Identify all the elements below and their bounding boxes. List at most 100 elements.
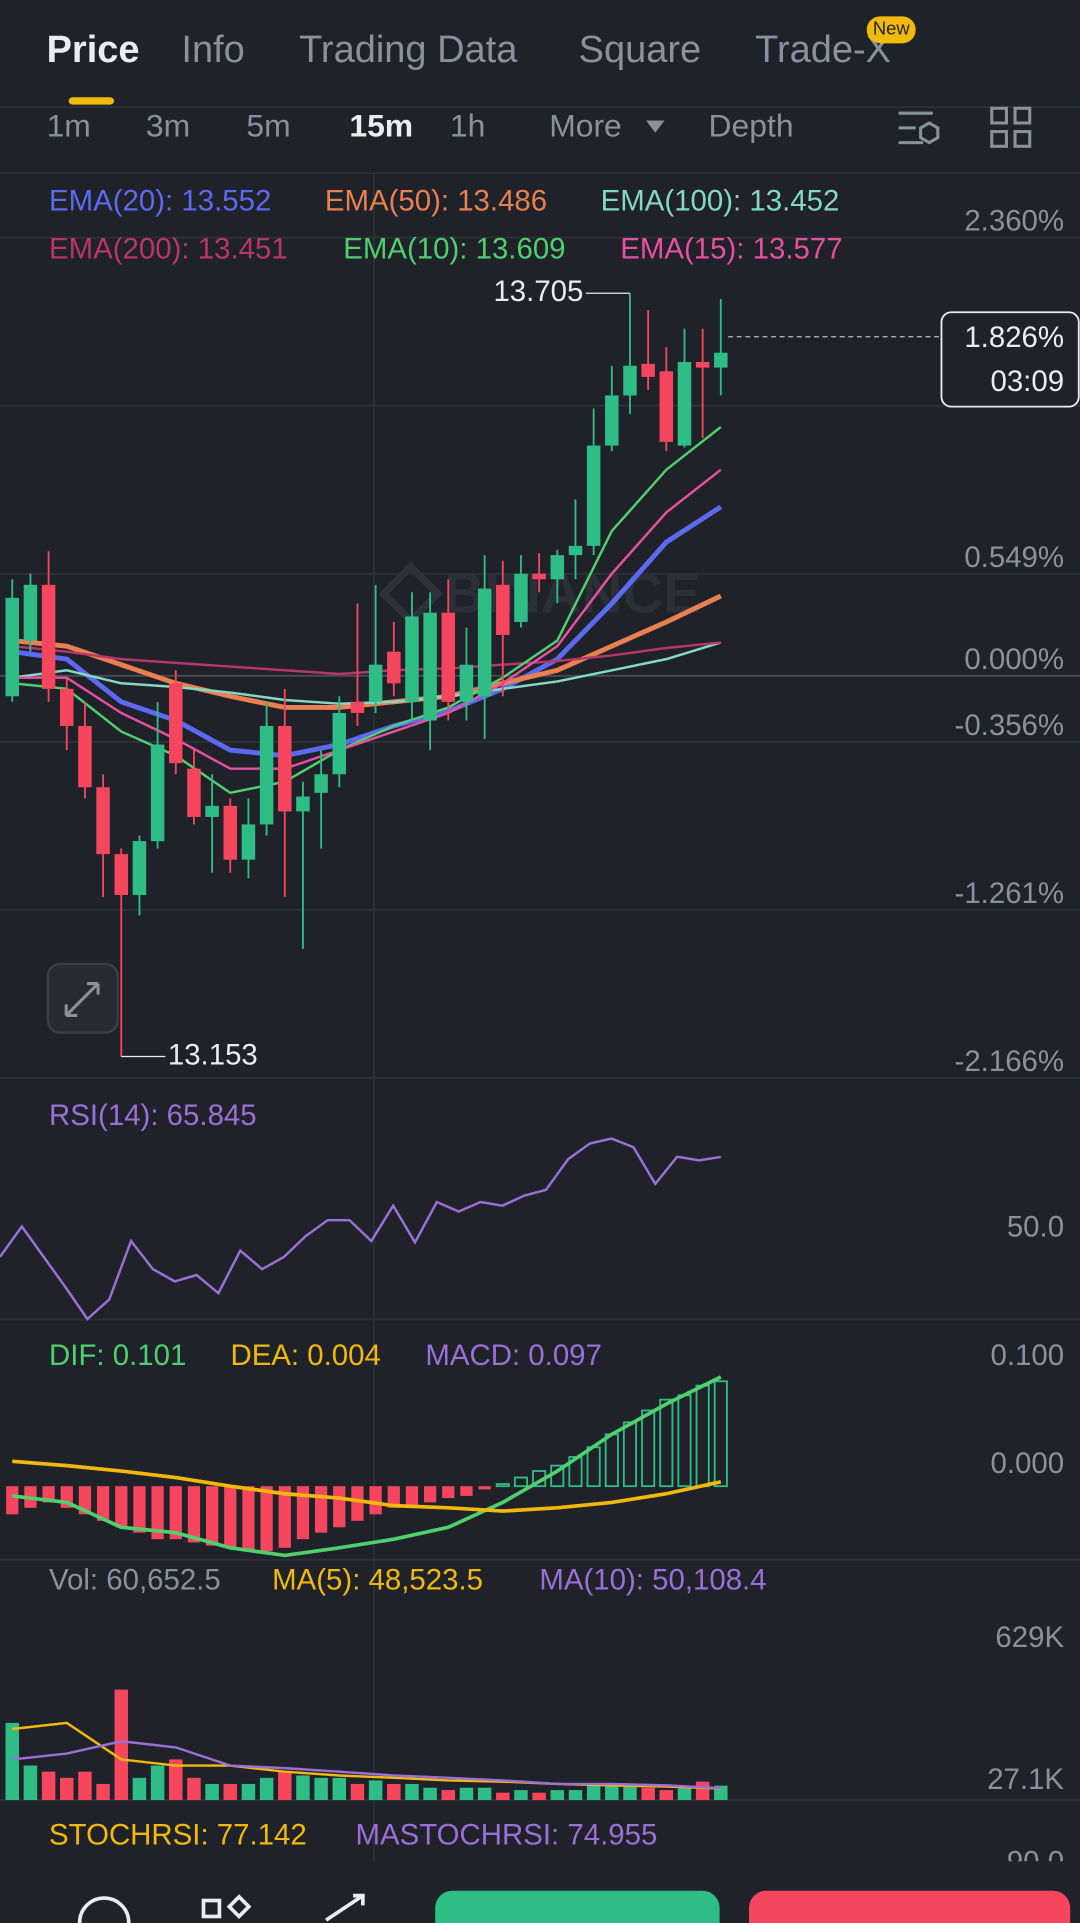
buy-button[interactable] [435, 1890, 720, 1923]
macd-bar [641, 1409, 656, 1488]
volume-bar [387, 1783, 401, 1801]
candle-body [23, 584, 38, 641]
interval[interactable]: More [549, 107, 622, 143]
tab[interactable]: Square [579, 29, 702, 71]
candle-body [241, 824, 256, 860]
ema-line [12, 468, 722, 770]
volume-bar [550, 1790, 565, 1801]
macd-bar [224, 1486, 237, 1548]
volume-bar [60, 1777, 74, 1801]
volume-bar [278, 1771, 292, 1801]
macd-legend: DIF: 0.101 [49, 1339, 186, 1372]
volume-bar [677, 1787, 692, 1801]
badge [866, 16, 916, 44]
ema-line [12, 641, 721, 676]
candle-body [41, 584, 56, 689]
volume-bar [23, 1765, 38, 1801]
candle-body [695, 362, 710, 368]
candle-body [114, 854, 129, 895]
stochrsi-legend: MASTOCHRSI: 74.955 [356, 1819, 658, 1852]
y-tick-label: -2.166% [955, 1045, 1065, 1078]
volume-legend: MA(5): 48,523.5 [272, 1564, 483, 1597]
volume-bar [114, 1689, 129, 1801]
volume-bar [332, 1777, 347, 1801]
macd-bar [442, 1486, 455, 1499]
candle-body [5, 597, 20, 697]
markets-icon[interactable] [201, 1894, 252, 1920]
macd-bar [296, 1486, 310, 1540]
ema-legend: EMA(50): 13.486 [325, 184, 547, 217]
volume-bar [514, 1790, 528, 1801]
layout-icon[interactable] [990, 106, 1032, 148]
macd-legend: DEA: 0.004 [230, 1339, 380, 1372]
candle-body [278, 725, 292, 812]
share-icon[interactable] [325, 1893, 365, 1922]
ema-legend: EMA(100): 13.452 [601, 184, 840, 217]
sell-button[interactable] [749, 1890, 1071, 1923]
interval[interactable]: 5m [246, 107, 290, 143]
rsi-legend: RSI(14): 65.845 [49, 1099, 257, 1132]
candle-body [223, 805, 238, 860]
volume-bar [586, 1783, 601, 1801]
more-caret[interactable] [646, 120, 665, 133]
interval[interactable]: Depth [709, 107, 794, 143]
high-label: 13.705 [493, 275, 583, 308]
ema-line [12, 426, 722, 795]
volume-bar [441, 1790, 456, 1801]
badge-label: New [873, 18, 910, 39]
candle-body [550, 555, 565, 580]
interval[interactable]: 1h [450, 107, 485, 143]
candle-body [477, 588, 492, 697]
volume-bar [605, 1783, 619, 1801]
candle-body [296, 796, 310, 812]
volume-bar [78, 1771, 92, 1801]
volume-bar [150, 1765, 165, 1801]
candle-body [641, 363, 655, 377]
candle-body [405, 616, 419, 702]
expand-button[interactable] [46, 962, 119, 1034]
candle-body [187, 768, 201, 817]
interval[interactable]: 1m [47, 107, 91, 143]
y-tick-label: 0.100 [990, 1339, 1064, 1372]
rsi-line [0, 1137, 722, 1321]
candle-body [150, 744, 165, 842]
candle-body [259, 725, 274, 825]
candle-body [677, 362, 692, 446]
active-tab-underline [68, 97, 115, 105]
interval[interactable]: 15m [349, 107, 413, 143]
volume-bar [5, 1722, 20, 1801]
y-tick-label: 629K [995, 1621, 1064, 1654]
volume-bar [532, 1792, 546, 1801]
interval[interactable]: 3m [146, 107, 190, 143]
macd-bar [78, 1486, 92, 1515]
volume-ma-line [12, 1740, 721, 1790]
candle-body [605, 395, 619, 446]
ema-legend: EMA(15): 13.577 [620, 232, 842, 265]
macd-bar [333, 1486, 346, 1528]
y-tick-label: 0.549% [964, 541, 1064, 574]
volume-bar [350, 1783, 365, 1801]
y-tick-label: 0.000 [990, 1447, 1064, 1480]
candle-body [78, 725, 92, 788]
volume-bar [623, 1783, 637, 1801]
macd-bar [314, 1486, 328, 1533]
macd-bar [6, 1486, 19, 1515]
tab[interactable]: Price [47, 29, 140, 71]
macd-bar [713, 1380, 728, 1488]
volume-bar [241, 1783, 256, 1801]
candle-body [623, 365, 637, 396]
volume-bar [169, 1759, 183, 1801]
tab[interactable]: Info [181, 29, 244, 71]
y-tick-label: 0.000% [964, 643, 1064, 676]
tab[interactable]: Trading Data [299, 29, 518, 71]
volume-bar [314, 1777, 328, 1801]
macd-bar [260, 1486, 273, 1552]
chart-settings-icon[interactable] [898, 111, 940, 145]
macd-bar [513, 1476, 529, 1488]
candle-body [586, 445, 601, 546]
last-price-box [940, 311, 1080, 408]
y-tick-label: -1.261% [955, 877, 1065, 910]
volume-bar [423, 1787, 437, 1801]
macd-bar [351, 1486, 364, 1521]
